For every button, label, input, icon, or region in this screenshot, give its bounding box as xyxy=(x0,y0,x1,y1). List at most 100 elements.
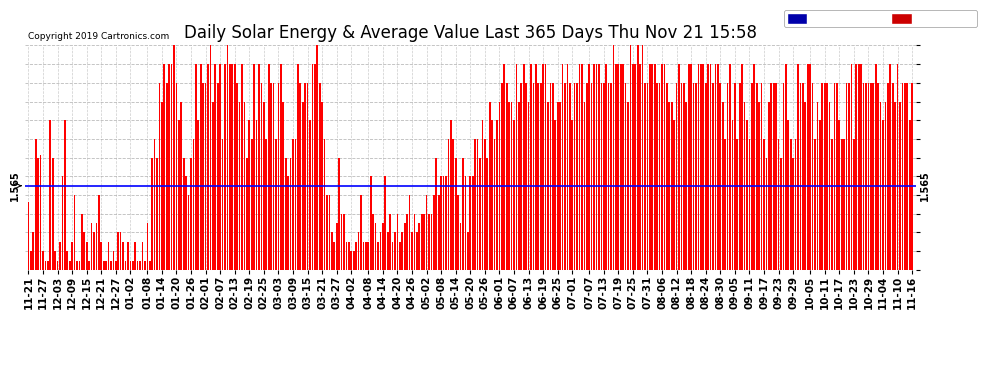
Bar xyxy=(285,158,286,270)
Bar xyxy=(782,82,784,270)
Bar xyxy=(304,82,306,270)
Bar xyxy=(867,82,869,270)
Bar xyxy=(848,82,849,270)
Bar xyxy=(137,261,139,270)
Bar xyxy=(64,120,65,270)
Text: 1.565: 1.565 xyxy=(920,170,931,201)
Bar xyxy=(312,64,313,270)
Bar xyxy=(608,82,610,270)
Bar xyxy=(431,214,433,270)
Bar xyxy=(790,139,792,270)
Bar xyxy=(513,120,515,270)
Bar xyxy=(640,64,642,270)
Bar xyxy=(839,120,841,270)
Bar xyxy=(56,261,58,270)
Bar xyxy=(715,64,717,270)
Bar xyxy=(800,82,801,270)
Bar xyxy=(712,82,714,270)
Bar xyxy=(817,102,819,270)
Bar xyxy=(302,102,304,270)
Bar xyxy=(426,195,428,270)
Bar xyxy=(770,82,772,270)
Bar xyxy=(438,195,440,270)
Bar xyxy=(148,261,150,270)
Bar xyxy=(571,120,573,270)
Bar xyxy=(115,261,117,270)
Bar xyxy=(103,261,105,270)
Bar xyxy=(287,176,289,270)
Bar xyxy=(824,82,826,270)
Bar xyxy=(496,120,498,270)
Bar xyxy=(501,82,503,270)
Bar xyxy=(454,158,456,270)
Bar xyxy=(494,139,495,270)
Bar xyxy=(853,139,854,270)
Bar xyxy=(357,232,359,270)
Bar xyxy=(234,64,236,270)
Bar xyxy=(210,45,211,270)
Bar xyxy=(244,102,246,270)
Bar xyxy=(775,82,777,270)
Bar xyxy=(753,64,755,270)
Bar xyxy=(742,64,743,270)
Bar xyxy=(543,64,544,270)
Bar xyxy=(168,64,170,270)
Bar xyxy=(95,223,97,270)
Bar xyxy=(610,82,612,270)
Bar xyxy=(255,120,257,270)
Bar xyxy=(86,242,87,270)
Bar xyxy=(173,45,175,270)
Bar xyxy=(569,82,570,270)
Bar xyxy=(140,261,141,270)
Bar xyxy=(292,139,294,270)
Bar xyxy=(588,64,590,270)
Bar xyxy=(414,214,415,270)
Bar xyxy=(399,242,401,270)
Bar xyxy=(654,64,655,270)
Bar xyxy=(275,139,277,270)
Bar xyxy=(197,120,199,270)
Bar xyxy=(452,139,454,270)
Bar xyxy=(436,158,438,270)
Bar xyxy=(578,64,580,270)
Bar xyxy=(319,82,321,270)
Bar xyxy=(547,102,548,270)
Bar xyxy=(586,82,588,270)
Bar xyxy=(190,158,192,270)
Bar xyxy=(858,64,859,270)
Bar xyxy=(193,139,194,270)
Bar xyxy=(591,82,592,270)
Bar xyxy=(339,158,340,270)
Bar xyxy=(227,45,229,270)
Bar xyxy=(324,139,326,270)
Bar xyxy=(202,82,204,270)
Bar xyxy=(576,82,578,270)
Bar xyxy=(215,64,216,270)
Bar xyxy=(561,64,563,270)
Bar xyxy=(217,82,219,270)
Bar xyxy=(309,120,311,270)
Bar xyxy=(153,139,155,270)
Bar xyxy=(419,223,420,270)
Bar xyxy=(678,64,680,270)
Bar xyxy=(676,82,677,270)
Bar xyxy=(812,82,814,270)
Bar xyxy=(618,64,619,270)
Bar xyxy=(499,102,500,270)
Bar xyxy=(54,251,56,270)
Bar xyxy=(326,195,328,270)
Bar xyxy=(556,102,558,270)
Bar xyxy=(884,102,886,270)
Bar xyxy=(642,45,644,270)
Bar xyxy=(836,82,838,270)
Bar xyxy=(394,232,396,270)
Bar xyxy=(71,242,73,270)
Bar xyxy=(671,102,672,270)
Bar xyxy=(100,242,102,270)
Bar xyxy=(727,82,729,270)
Bar xyxy=(882,120,884,270)
Bar xyxy=(462,158,464,270)
Bar xyxy=(746,120,747,270)
Bar xyxy=(336,223,338,270)
Bar xyxy=(778,139,779,270)
